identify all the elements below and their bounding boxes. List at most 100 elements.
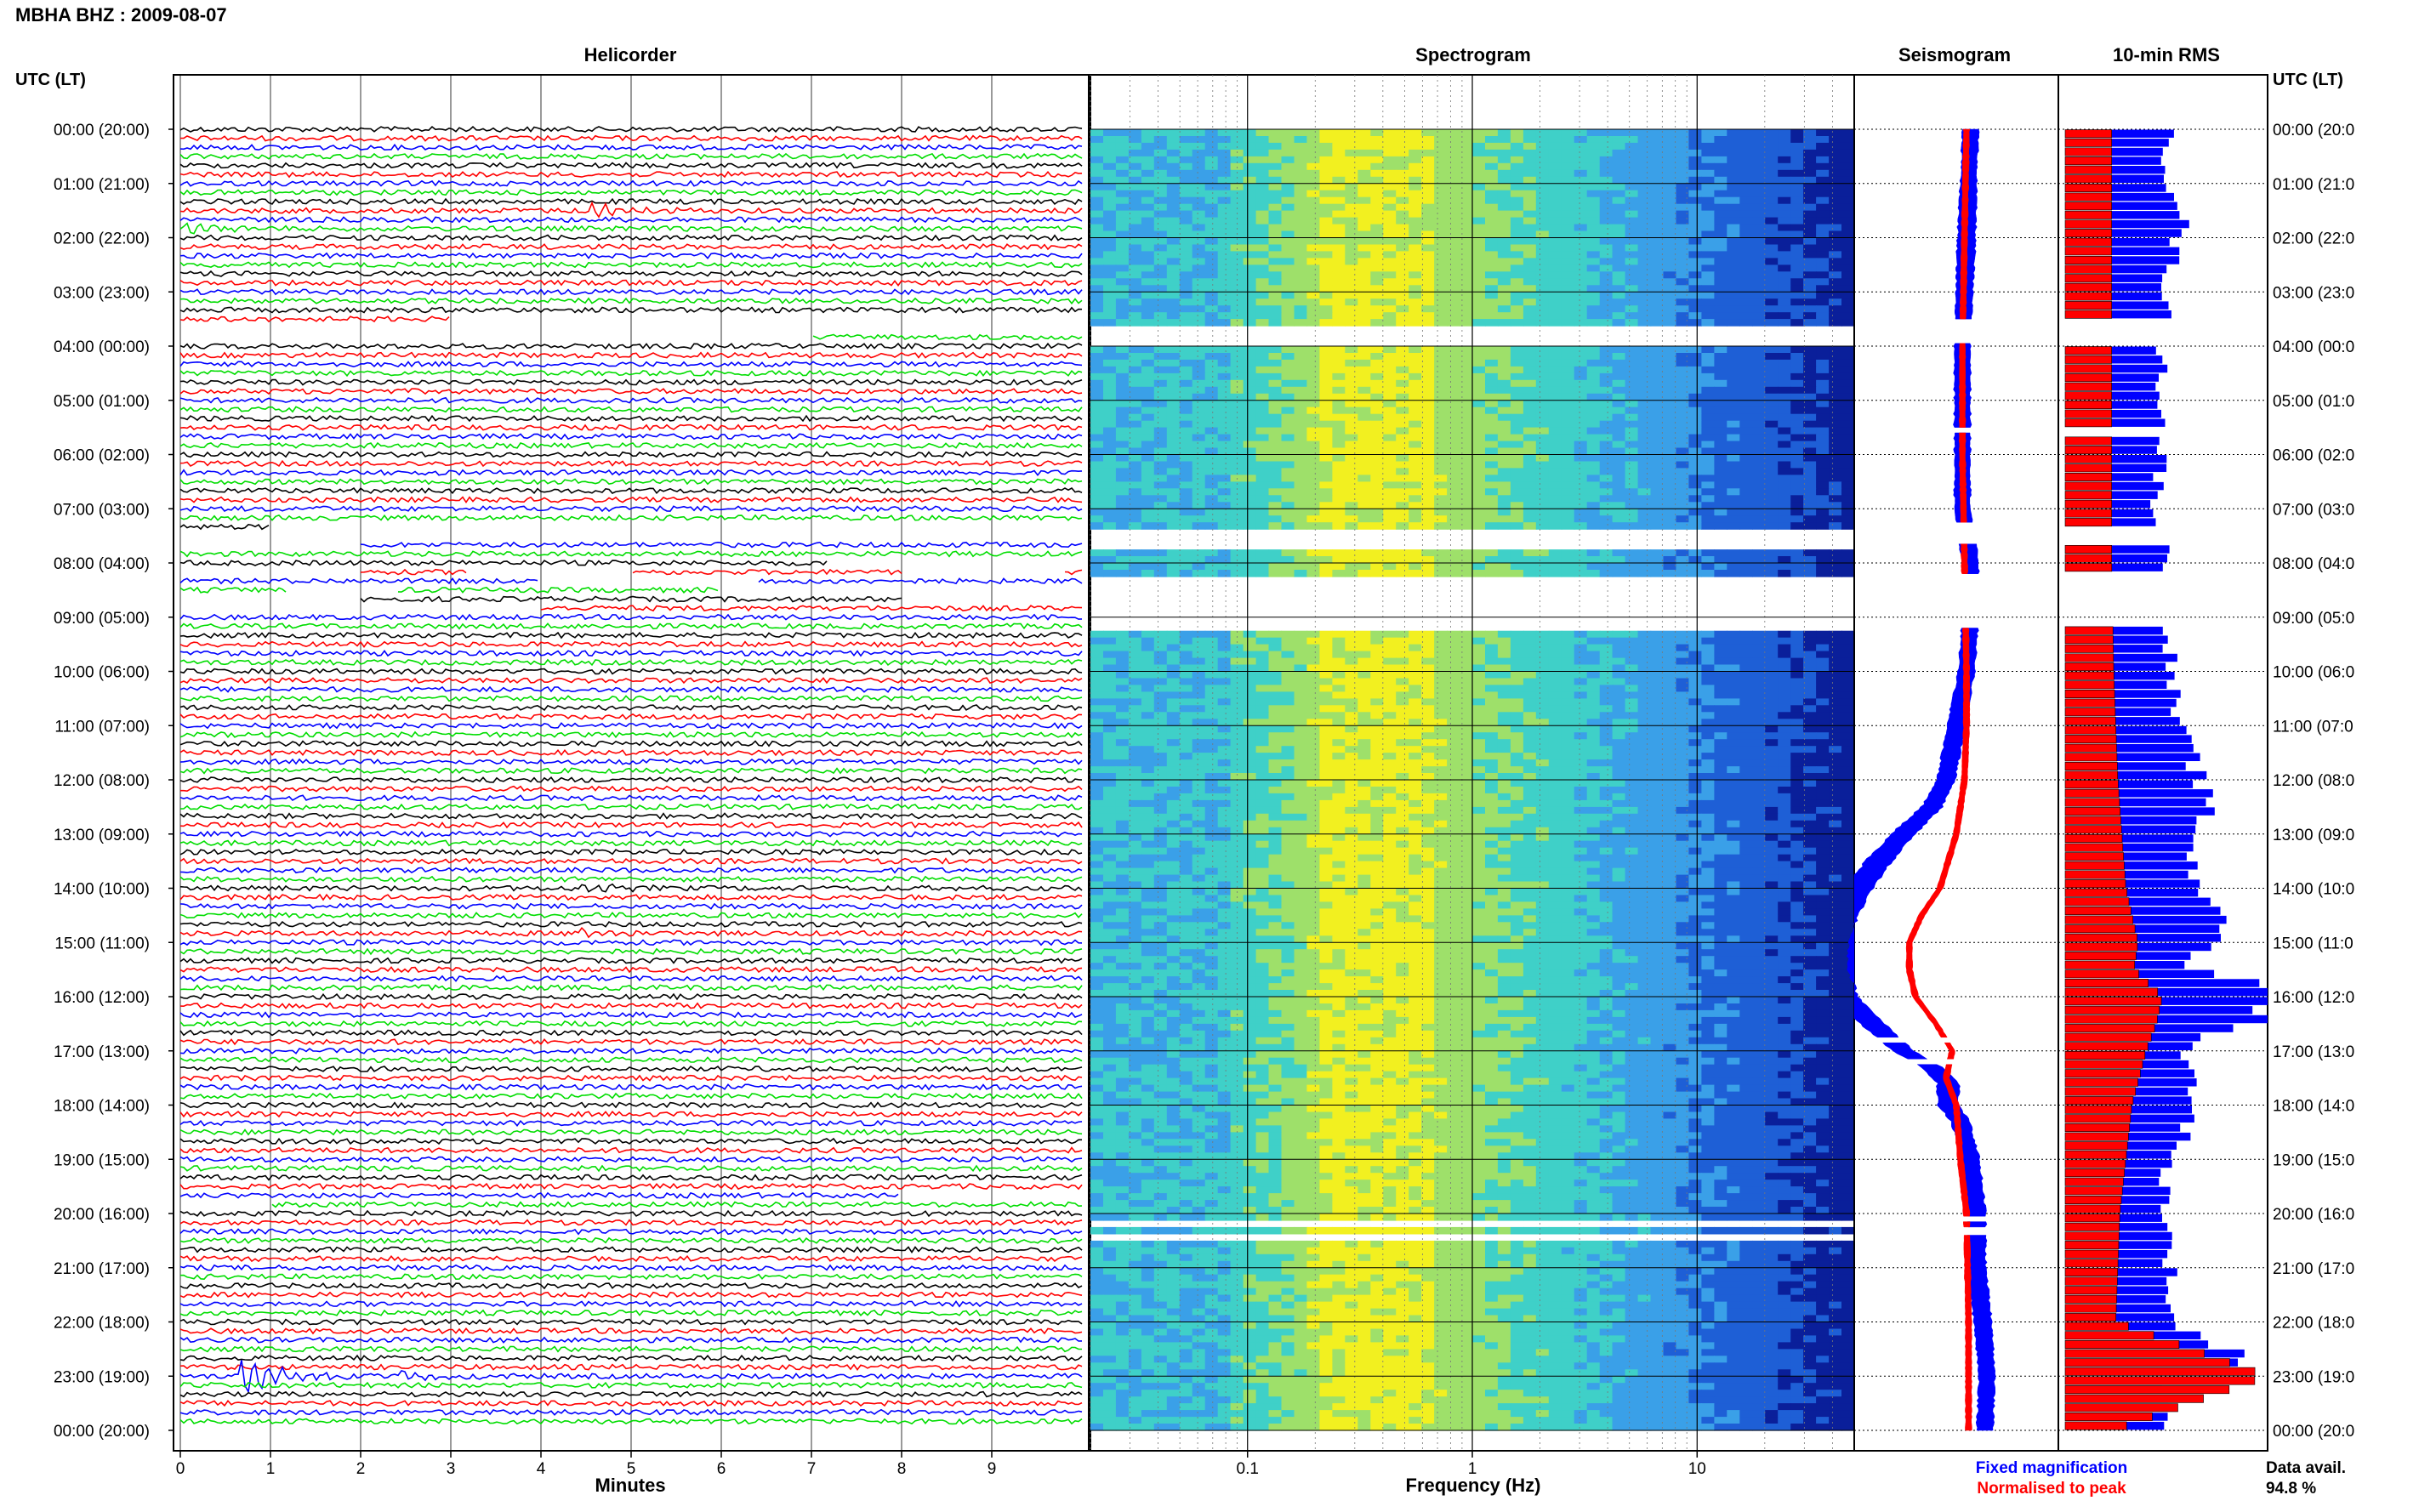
spectrogram-cell bbox=[1179, 685, 1193, 692]
spectrogram-cell bbox=[1841, 406, 1855, 415]
spectrogram-cell bbox=[1535, 258, 1550, 265]
time-label-left: 21:00 (17:00) bbox=[54, 1260, 150, 1278]
spectrogram-cell bbox=[1421, 691, 1435, 699]
spectrogram-cell bbox=[1179, 169, 1193, 178]
spectrogram-cell bbox=[1765, 366, 1779, 374]
spectrogram-cell bbox=[1332, 495, 1346, 503]
time-label-right: 11:00 (07:0 bbox=[2273, 718, 2354, 736]
spectrogram-cell bbox=[1204, 366, 1219, 374]
helicorder-trace bbox=[812, 333, 1083, 341]
spectrogram-cell bbox=[1586, 664, 1601, 673]
time-label-left: 16:00 (12:00) bbox=[54, 989, 150, 1007]
spectrogram-cell bbox=[1663, 563, 1677, 571]
spectrogram-cell bbox=[1574, 359, 1588, 367]
spectrogram-cell bbox=[1268, 549, 1283, 557]
spectrogram-cell bbox=[1561, 230, 1575, 239]
helicorder-trace bbox=[179, 830, 1083, 838]
spectrogram-cell bbox=[1090, 406, 1104, 415]
time-label-right: 22:00 (18:0 bbox=[2273, 1315, 2354, 1333]
spectrogram-cell bbox=[1128, 678, 1142, 686]
spectrogram-cell bbox=[1535, 570, 1550, 577]
spectrogram-cell bbox=[1421, 271, 1435, 279]
spectrogram-cell bbox=[1166, 746, 1181, 753]
spectrogram-cell bbox=[1243, 454, 1257, 463]
spectrogram-cell bbox=[1166, 285, 1181, 293]
spectrogram-cell bbox=[1561, 298, 1575, 306]
spectrogram-cell bbox=[1688, 217, 1702, 225]
helicorder-trace bbox=[179, 1400, 1083, 1407]
helicorder-trace bbox=[179, 992, 1083, 1001]
spectrogram-cell bbox=[1281, 203, 1295, 212]
spectrogram-cell bbox=[1383, 393, 1397, 401]
spectrogram-cell bbox=[1192, 637, 1206, 645]
spectrogram-cell bbox=[1383, 142, 1397, 151]
spectrogram-cell bbox=[1523, 657, 1537, 666]
spectrogram-cell bbox=[1281, 258, 1295, 265]
spectrogram-cell bbox=[1535, 162, 1550, 171]
spectrogram-cell bbox=[1153, 725, 1168, 733]
spectrogram-cell bbox=[1523, 217, 1537, 225]
spectrogram-cell bbox=[1612, 196, 1626, 205]
spectrogram-cell bbox=[1523, 203, 1537, 212]
spectrogram-cell bbox=[1548, 719, 1562, 726]
spectrogram-cell bbox=[1409, 746, 1422, 753]
spectrogram-cell bbox=[1357, 563, 1371, 571]
spectrogram-cell bbox=[1727, 258, 1740, 265]
time-axis-right: 00:00 (20:001:00 (21:002:00 (22:003:00 (… bbox=[2259, 122, 2354, 1441]
spectrogram-cell bbox=[1497, 359, 1511, 367]
spectrogram-cell bbox=[1421, 732, 1435, 740]
spectrogram-cell bbox=[1268, 454, 1283, 463]
spectrogram-cell bbox=[1472, 237, 1486, 246]
spectrogram-cell bbox=[1472, 671, 1486, 679]
spectrogram-cell bbox=[1319, 230, 1333, 239]
spectrogram-cell bbox=[1739, 379, 1753, 388]
spectrogram-cell bbox=[1574, 563, 1588, 571]
spectrogram-cell bbox=[1294, 434, 1308, 442]
spectrogram-cell bbox=[1625, 481, 1639, 489]
spectrogram-cell bbox=[1803, 651, 1817, 659]
spectrogram-cell bbox=[1166, 434, 1181, 442]
spectrogram-cell bbox=[1829, 413, 1842, 422]
spectrogram-cell bbox=[1535, 495, 1550, 503]
spectrogram-cell bbox=[1192, 258, 1206, 265]
spectrogram-cell bbox=[1790, 515, 1804, 523]
spectrogram-cell bbox=[1510, 725, 1524, 733]
spectrogram-cell bbox=[1192, 379, 1206, 388]
spectrogram-cell bbox=[1612, 210, 1626, 219]
spectrogram-cell bbox=[1485, 685, 1499, 692]
spectrogram-cell bbox=[1765, 657, 1779, 666]
spectrogram-cell bbox=[1497, 379, 1511, 388]
spectrogram-cell bbox=[1153, 379, 1168, 388]
spectrogram-cell bbox=[1790, 312, 1804, 320]
figure-title: MBHA BHZ : 2009-08-07 bbox=[15, 4, 227, 26]
spectrogram-cell bbox=[1128, 725, 1142, 733]
spectrogram-cell bbox=[1548, 644, 1562, 652]
spectrogram-cell bbox=[1268, 298, 1283, 306]
spectrogram-cell bbox=[1701, 353, 1715, 361]
spectrogram-cell bbox=[1204, 196, 1219, 205]
spectrogram-cell bbox=[1370, 468, 1384, 475]
spectrogram-cell bbox=[1612, 203, 1626, 212]
spectrogram-cell bbox=[1561, 475, 1575, 482]
spectrogram-cell bbox=[1688, 237, 1702, 246]
spectrogram-cell bbox=[1574, 495, 1588, 503]
spectrogram-cell bbox=[1829, 129, 1842, 137]
spectrogram-cell bbox=[1141, 292, 1155, 299]
spectrogram-cell bbox=[1255, 630, 1270, 639]
spectrogram-cell bbox=[1179, 475, 1193, 482]
spectrogram-cell bbox=[1281, 278, 1295, 286]
spectrogram-cell bbox=[1765, 176, 1779, 185]
spectrogram-cell bbox=[1141, 413, 1155, 422]
spectrogram-cell bbox=[1650, 637, 1665, 645]
spectrogram-cell bbox=[1115, 671, 1130, 679]
spectrogram-cell bbox=[1217, 278, 1232, 286]
spectrogram-cell bbox=[1612, 434, 1626, 442]
spectrogram-cell bbox=[1676, 264, 1690, 272]
spectrogram-cell bbox=[1510, 657, 1524, 666]
spectrogram-cell bbox=[1128, 556, 1142, 564]
spectrogram-cell bbox=[1115, 461, 1130, 469]
spectrogram-cell bbox=[1128, 657, 1142, 666]
spectrogram-cell bbox=[1637, 488, 1652, 496]
spectrogram-cell bbox=[1128, 203, 1142, 212]
spectrogram-cell bbox=[1561, 196, 1575, 205]
